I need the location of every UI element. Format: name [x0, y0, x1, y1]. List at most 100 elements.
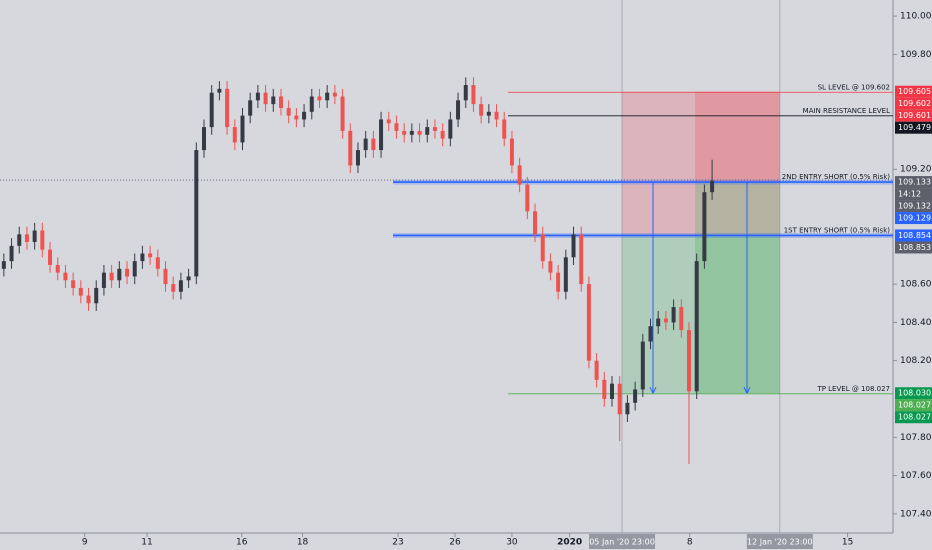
- candle-body: [540, 234, 545, 262]
- y-tick-label: 108.400: [900, 318, 932, 328]
- candle-body: [9, 245, 14, 262]
- x-tick-label: 23: [392, 538, 403, 548]
- x-marker-bg: [589, 534, 656, 549]
- candle-body: [702, 192, 707, 262]
- candle-body: [479, 104, 484, 116]
- candle-body: [217, 88, 222, 93]
- candle-body: [355, 150, 360, 166]
- candle-body: [63, 272, 68, 281]
- candle-body: [117, 268, 122, 281]
- candle-body: [648, 326, 653, 342]
- candle-body: [594, 360, 599, 380]
- candle-body: [571, 234, 576, 258]
- candle-body: [140, 253, 145, 262]
- candle-body: [332, 92, 337, 97]
- candle-body: [24, 234, 29, 242]
- candle-body: [163, 268, 168, 285]
- reward-zone: [695, 182, 780, 394]
- price-label: 109.605: [898, 87, 931, 96]
- candle-body: [671, 307, 676, 323]
- candle-body: [394, 123, 399, 131]
- candle-body: [286, 107, 291, 116]
- candle-body: [194, 150, 199, 277]
- candle-body: [633, 389, 638, 403]
- candle-body: [48, 249, 53, 265]
- candle-body: [533, 211, 538, 235]
- candle-body: [525, 184, 530, 212]
- candle-body: [494, 111, 499, 120]
- candle-body: [55, 264, 60, 273]
- arrow-head: [649, 387, 657, 395]
- time-axis-bg: [0, 533, 893, 550]
- price-label-bg: [895, 399, 932, 412]
- x-tick-label: 30: [506, 538, 518, 548]
- candle-body: [255, 92, 260, 101]
- y-tick-label: 107.400: [900, 509, 932, 519]
- candle-body: [471, 85, 476, 105]
- price-label: 108.854: [898, 231, 931, 240]
- y-tick-label: 107.600: [900, 471, 932, 481]
- x-tick-label: 15: [842, 538, 853, 548]
- candle-body: [679, 307, 684, 331]
- candle-body: [294, 115, 299, 120]
- candle-body: [94, 287, 99, 304]
- x-marker-label: 05 Jan '20 23:00: [589, 538, 655, 547]
- candle-body: [348, 130, 353, 166]
- candle-body: [602, 379, 607, 399]
- candle-body: [448, 119, 453, 139]
- candle-body: [317, 96, 322, 101]
- candle-body: [86, 295, 91, 304]
- y-tick-label: 108.200: [900, 356, 932, 366]
- candle-body: [517, 165, 522, 185]
- candle-body: [109, 272, 114, 281]
- y-tick-label: 110.000: [900, 12, 932, 22]
- candle-body: [556, 272, 561, 292]
- price-label-bg: [895, 97, 932, 110]
- candle-body: [486, 111, 491, 116]
- candle-body: [371, 138, 376, 151]
- candle-body: [125, 268, 130, 277]
- y-tick-label: 109.200: [900, 165, 932, 175]
- x-tick-label: 11: [141, 538, 152, 548]
- candle-body: [232, 127, 237, 143]
- x-marker-bg: [746, 534, 813, 549]
- candle-body: [209, 92, 214, 128]
- price-label: 108.027: [898, 413, 931, 422]
- candle-body: [579, 234, 584, 285]
- candle-body: [586, 284, 591, 361]
- candle-body: [656, 318, 661, 327]
- price-label: 108.027: [898, 401, 931, 410]
- candle-body: [340, 96, 345, 131]
- arrow-head: [743, 387, 751, 395]
- candle-body: [186, 276, 191, 281]
- price-label-bg: [895, 411, 932, 424]
- candle-body: [240, 115, 245, 143]
- x-tick-label: 9: [82, 538, 88, 548]
- candle-body: [32, 230, 37, 242]
- candle-body: [456, 100, 461, 120]
- price-label: 109.601: [898, 111, 931, 120]
- y-tick-label: 107.800: [900, 433, 932, 443]
- level-label: 2ND ENTRY SHORT (0.5% Risk): [782, 173, 890, 181]
- price-label: 108.030: [898, 389, 931, 398]
- candle-body: [617, 383, 622, 415]
- candle-body: [1, 261, 6, 269]
- price-label-bg: [895, 241, 932, 254]
- candle-body: [325, 92, 330, 101]
- candle-body: [409, 130, 414, 135]
- price-label: 109.129: [898, 214, 931, 223]
- candle-body: [610, 383, 615, 399]
- candle-body: [71, 280, 76, 288]
- candle-body: [425, 127, 430, 135]
- y-tick-label: 109.800: [900, 50, 932, 60]
- x-tick-label: 2020: [557, 538, 582, 548]
- price-label-bg: [895, 85, 932, 98]
- candle-body: [101, 272, 106, 288]
- candle-body: [402, 130, 407, 135]
- candle-body: [40, 230, 45, 250]
- price-label: 109.479: [898, 123, 931, 132]
- x-marker-label: 12 Jan '20 23:00: [747, 538, 813, 547]
- candle-body: [248, 100, 253, 116]
- x-tick-label: 26: [449, 538, 461, 548]
